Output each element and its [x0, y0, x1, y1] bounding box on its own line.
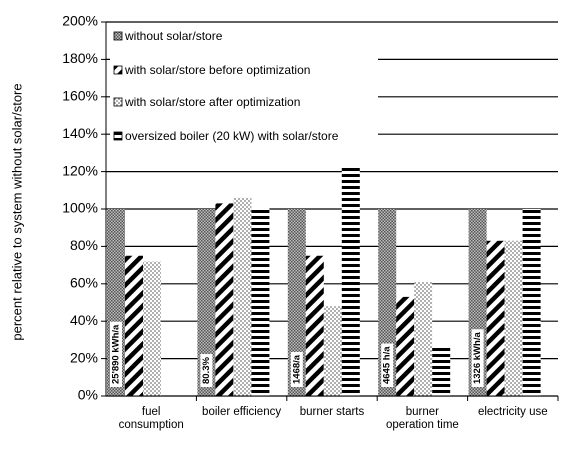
x-tick-label: electricity use — [477, 406, 548, 418]
x-tick-label: burner starts — [299, 406, 365, 418]
bar — [323, 306, 342, 396]
legend-label: without solar/store — [125, 29, 223, 43]
y-tick-label: 60% — [70, 275, 98, 291]
x-tick-label: burner operation time — [385, 406, 459, 431]
annotation: 1468/a — [291, 354, 302, 384]
y-tick-label: 20% — [70, 349, 98, 365]
bar — [486, 240, 505, 396]
legend-swatch — [113, 97, 123, 107]
bar — [396, 296, 415, 396]
bar — [522, 209, 541, 396]
annotation-box — [110, 321, 122, 387]
annotation-box — [471, 329, 484, 387]
y-tick-label: 140% — [62, 125, 98, 141]
bar — [432, 347, 451, 396]
y-tick-label: 120% — [62, 162, 98, 178]
y-tick-label: 0% — [78, 387, 98, 403]
annotation: 4645 h/a — [382, 346, 393, 384]
legend-label: oversized boiler (20 kW) with solar/stor… — [125, 129, 339, 143]
bar — [414, 281, 433, 396]
y-tick-label: 40% — [70, 312, 98, 328]
bar — [143, 261, 161, 396]
bar — [504, 240, 523, 396]
legend-swatch — [113, 131, 123, 141]
annotation: 80.3% — [201, 357, 212, 384]
annotation-box — [381, 343, 394, 387]
legend-swatch — [113, 31, 123, 41]
annotation: 1326 kWh/a — [472, 332, 483, 384]
y-tick-label: 80% — [70, 237, 98, 253]
y-tick-label: 160% — [62, 88, 98, 104]
bar — [197, 209, 216, 396]
x-tick-label: fuel consumption — [118, 406, 184, 431]
bar — [125, 255, 143, 396]
legend-swatch — [113, 65, 123, 75]
annotation: 25'890 kWh/a — [111, 324, 122, 384]
bar — [215, 203, 234, 396]
y-tick-label: 200% — [62, 13, 98, 29]
y-tick-label: 100% — [62, 200, 98, 216]
legend-box — [110, 24, 378, 167]
bar — [287, 209, 306, 396]
bar — [233, 197, 252, 396]
bar — [305, 255, 324, 396]
legend-label: with solar/store before optimization — [125, 63, 311, 77]
bar — [251, 207, 270, 396]
y-axis-label: percent relative to system without solar… — [9, 83, 24, 340]
annotation-box — [200, 354, 213, 387]
x-tick-label: boiler efficiency — [202, 406, 282, 418]
y-tick-label: 180% — [62, 50, 98, 66]
annotation-box — [290, 351, 303, 387]
legend-label: with solar/store after optimization — [125, 95, 301, 109]
